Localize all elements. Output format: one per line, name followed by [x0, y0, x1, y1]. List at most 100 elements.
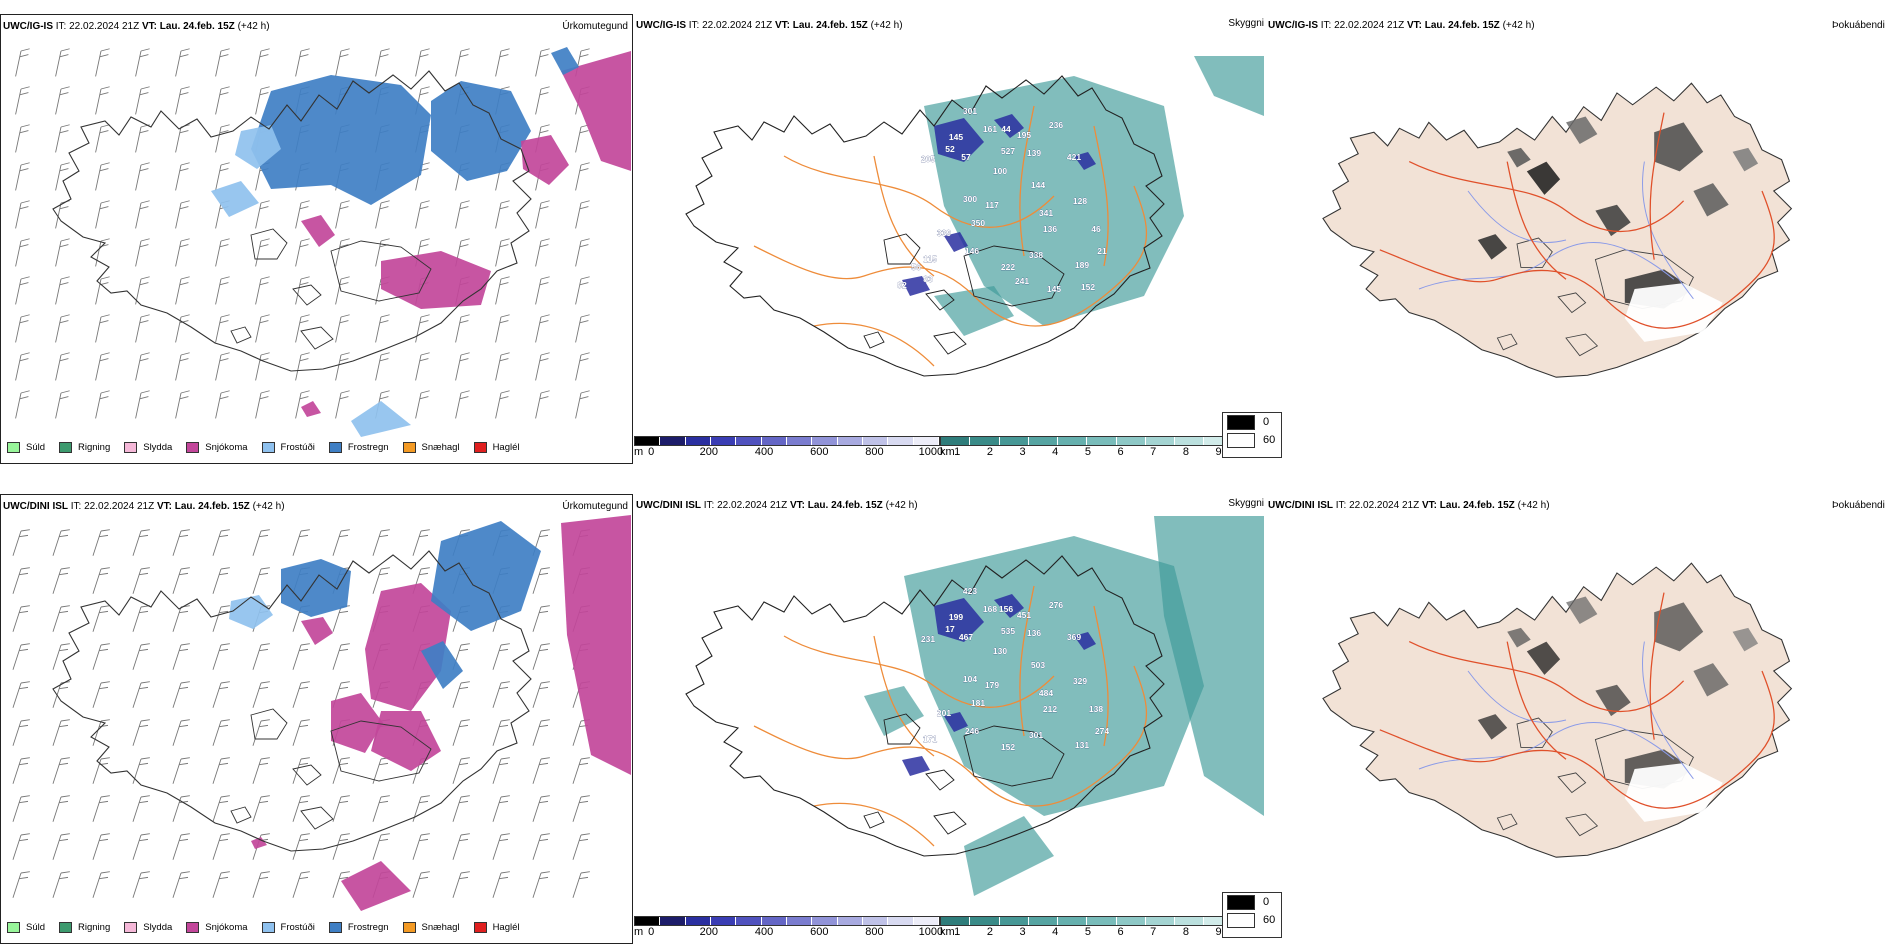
panel-header: UWC/IG-IS IT: 22.02.2024 21Z VT: Lau. 24… — [3, 21, 270, 32]
legend-swatch — [186, 922, 200, 933]
legend-swatch — [328, 922, 342, 933]
cloud-base-value: 152 — [1081, 282, 1095, 292]
precip-legend-item: Haglél — [473, 442, 520, 453]
panel-header: UWC/DINI ISL IT: 22.02.2024 21Z VT: Lau.… — [636, 500, 918, 511]
legend-swatch — [124, 442, 138, 453]
colorbar-tick: 5 — [1084, 446, 1091, 458]
cloud-base-value: 300 — [963, 194, 977, 204]
legend-swatch — [261, 442, 275, 453]
legend-label: Snæhagl — [421, 442, 460, 453]
cloud-base-value: 139 — [1027, 148, 1041, 158]
cloud-base-value: 535 — [1001, 626, 1015, 636]
fog-legend-item: 60 — [1223, 911, 1281, 929]
precip-legend-item: Súld — [7, 442, 45, 453]
legend-label: 0 — [1263, 416, 1270, 428]
cloud-base-value: 128 — [1073, 196, 1087, 206]
precip-legend-item: Slydda — [124, 922, 172, 933]
legend-label: 60 — [1263, 434, 1276, 446]
cloud-base-value: 161 — [983, 124, 997, 134]
legend-swatch — [473, 922, 487, 933]
cloud-base-value: 21 — [1097, 246, 1107, 256]
cloud-base-value: 451 — [1017, 610, 1031, 620]
cloud-base-value: 205 — [921, 154, 935, 164]
cloud-base-value: 146 — [965, 246, 979, 256]
cloud-base-value: 136 — [1027, 628, 1041, 638]
precip-type-panel-2: UWC/DINI ISL IT: 22.02.2024 21Z VT: Lau.… — [0, 494, 633, 944]
cloud-base-value: 17 — [945, 624, 955, 634]
legend-label: Snjókoma — [205, 442, 248, 453]
colorbar-tick: 4 — [1052, 926, 1059, 938]
legend-swatch — [473, 442, 487, 453]
precip-legend-item: Frostúði — [261, 442, 315, 453]
colorbar-tick: 1 — [954, 446, 961, 458]
cloud-base-value: 56 — [911, 262, 921, 272]
legend-label: Rigning — [78, 442, 111, 453]
legend-label: Haglél — [492, 922, 520, 933]
cloud-base-value: 274 — [1095, 726, 1109, 736]
cloud-base-value: 115 — [923, 254, 937, 264]
cloud-base-value: 144 — [1031, 180, 1045, 190]
cloud-base-value: 104 — [963, 674, 977, 684]
fog-legend-item: 0 — [1223, 893, 1281, 911]
fog-indicator-map — [1322, 562, 1793, 858]
fog-panel-1: UWC/IG-IS IT: 22.02.2024 21Z VT: Lau. 24… — [1222, 14, 1900, 464]
colorbar-strip — [940, 436, 1264, 446]
cloud-base-value: 145 — [949, 132, 963, 142]
legend-swatch — [124, 922, 138, 933]
colorbar-tick: 0 — [648, 926, 655, 938]
colorbar-tick: 3 — [1019, 446, 1026, 458]
colorbar-tick: 8 — [1182, 926, 1189, 938]
colorbar-strip — [634, 436, 940, 446]
legend-swatch — [59, 442, 73, 453]
precip-type-legend: Súld Rigning Slydda Snjókoma Frostúði Frostre… — [7, 922, 534, 933]
precip-legend-item: Slydda — [124, 442, 172, 453]
legend-swatch — [328, 442, 342, 453]
cloud-base-value: 82 — [897, 280, 907, 290]
fog-legend-item: 60 — [1223, 431, 1281, 449]
panel-header: UWC/DINI ISL IT: 22.02.2024 21Z VT: Lau.… — [1268, 500, 1550, 511]
cloud-base-value: 100 — [993, 166, 1007, 176]
colorbar-tick: 1000 — [918, 446, 944, 458]
cloud-base-value: 138 — [1089, 704, 1103, 714]
legend-label: Snjókoma — [205, 922, 248, 933]
cloud-base-value: 52 — [945, 144, 955, 154]
colorbar-tick: 6 — [1117, 446, 1124, 458]
cloud-base-value: 341 — [1039, 208, 1053, 218]
cloud-base-value: 156 — [999, 604, 1013, 614]
legend-swatch — [402, 442, 416, 453]
colorbar-unit: m — [634, 926, 644, 938]
cloud-base-value: 236 — [1049, 120, 1063, 130]
precip-legend-item: Snæhagl — [402, 442, 460, 453]
precip-legend-item: Rigning — [59, 922, 110, 933]
cloud-base-colorbar: m 0 200 400 600 800 1000 — [634, 916, 943, 942]
cloud-base-value: 503 — [1031, 660, 1045, 670]
colorbar-tick: 7 — [1150, 446, 1157, 458]
colorbar-tick: 800 — [865, 926, 884, 938]
colorbar-tick: 800 — [865, 446, 884, 458]
precip-legend-item: Snjókoma — [186, 442, 248, 453]
legend-swatch — [1227, 414, 1255, 430]
colorbar-tick: 2 — [986, 446, 993, 458]
cloud-base-value: 131 — [1075, 740, 1089, 750]
precip-legend-item: Frostúði — [261, 922, 315, 933]
visibility-colorbar: km12345678910 — [940, 436, 1264, 462]
cloud-base-value: 44 — [1001, 124, 1011, 134]
precip-legend-item: Rigning — [59, 442, 110, 453]
colorbar-strip — [940, 916, 1264, 926]
precip-legend-item: Frostregn — [328, 442, 389, 453]
legend-label: Frostregn — [347, 922, 389, 933]
fog-legend-item: 0 — [1223, 413, 1281, 431]
legend-label: Slydda — [143, 442, 173, 453]
cloud-base-value: 276 — [1049, 600, 1063, 610]
legend-swatch — [1227, 432, 1255, 448]
colorbar-tick: 600 — [810, 446, 829, 458]
cloud-base-value: 350 — [971, 218, 985, 228]
precip-type-map — [15, 47, 631, 437]
colorbar-tick: 7 — [1150, 926, 1157, 938]
legend-label: Snæhagl — [421, 922, 460, 933]
legend-label: Haglél — [492, 442, 520, 453]
panel-title: Úrkomutegund — [562, 501, 628, 512]
cloud-base-value: 329 — [1073, 676, 1087, 686]
colorbar-tick: 400 — [754, 926, 774, 938]
cloud-base-value: 246 — [965, 726, 979, 736]
